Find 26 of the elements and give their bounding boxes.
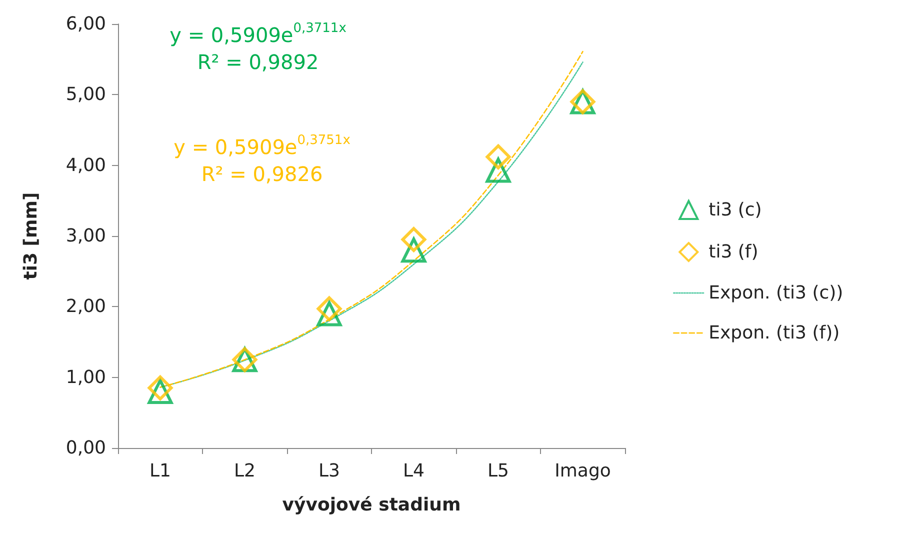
x-tick-label: L5 (488, 460, 509, 482)
point (486, 144, 511, 170)
y-tick-label: 4,00 (66, 154, 106, 176)
annotation: R² = 0,9826 (201, 162, 323, 186)
legend-label: Expon. (ti3 (c)) (708, 282, 844, 304)
legend-label: ti3 (c) (708, 200, 762, 220)
point (401, 227, 426, 252)
y-tick-label: 1,00 (66, 366, 106, 388)
point (401, 238, 426, 263)
y-axis-title: ti3 [mm] (20, 192, 42, 280)
legend-label: ti3 (f) (708, 242, 758, 262)
x-tick-label: L2 (234, 460, 256, 482)
y-tick-label: 5,00 (66, 84, 106, 106)
x-tick-label: L3 (318, 460, 340, 482)
y-tick-label: 6,00 (66, 14, 106, 34)
y-tick-label: 3,00 (66, 226, 106, 246)
point (316, 296, 342, 322)
y-tick-label: 0,00 (66, 438, 106, 458)
x-tick-label: L1 (150, 460, 171, 482)
annotation: R² = 0,9892 (197, 50, 319, 74)
x-tick-label: Imago (554, 460, 611, 482)
point (316, 301, 342, 326)
legend-label: Expon. (ti3 (f)) (708, 322, 840, 344)
x-axis-title: vývojové stadium (282, 494, 461, 516)
x-tick-label: L4 (403, 460, 424, 482)
y-tick-label: 2,00 (66, 296, 106, 318)
